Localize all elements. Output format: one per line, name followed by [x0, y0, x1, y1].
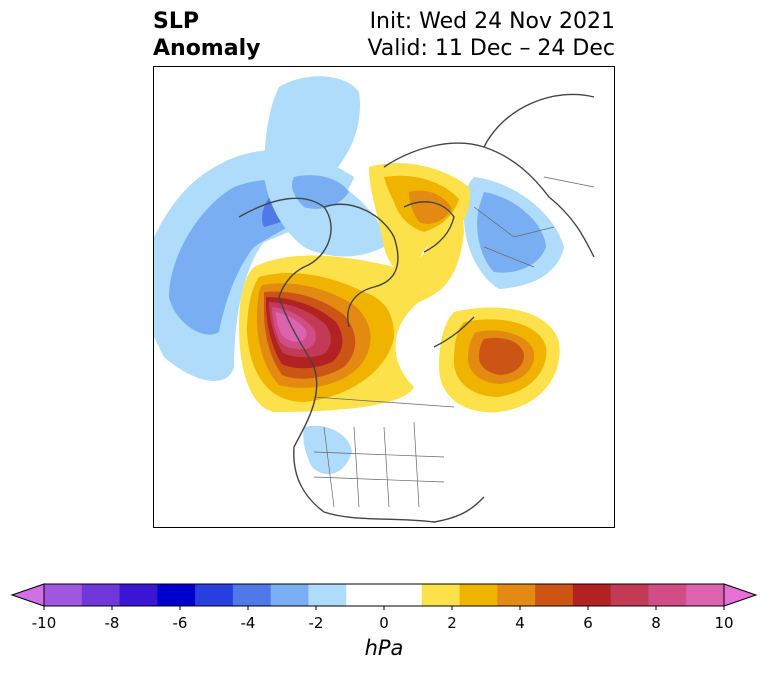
colorbar-segment — [459, 584, 498, 606]
colorbar-segment — [535, 584, 574, 606]
colorbar-segment — [384, 584, 423, 606]
colorbar-segment — [497, 584, 536, 606]
country-borders — [313, 176, 595, 508]
colorbar-segment — [119, 584, 158, 606]
colorbar-tick-label: 8 — [651, 614, 661, 632]
valid-range: Valid: 11 Dec – 24 Dec — [367, 36, 615, 61]
init-date: Init: Wed 24 Nov 2021 — [369, 9, 615, 34]
colorbar-tick-label: 2 — [447, 614, 457, 632]
colorbar-segment — [572, 584, 612, 606]
colorbar — [10, 583, 758, 610]
colorbar-tick-label: -10 — [31, 614, 57, 632]
colorbar-tick-label: -8 — [104, 614, 120, 632]
colorbar-tick-label: -6 — [172, 614, 188, 632]
title-line-1: SLP — [153, 9, 199, 34]
colorbar-segment — [44, 584, 83, 606]
colorbar-segment — [648, 584, 687, 606]
colorbar-tick-label: -2 — [308, 614, 324, 632]
positive-anomaly-atlantic — [439, 307, 560, 413]
colorbar-segment — [308, 584, 347, 606]
unit-label: hPa — [364, 636, 404, 660]
colorbar-segments — [10, 583, 758, 607]
coastlines — [238, 93, 595, 523]
colorbar-segment — [686, 584, 725, 606]
positive-anomaly-north-america — [239, 175, 464, 412]
colorbar-ticks — [43, 606, 725, 610]
colorbar-tick-label: 4 — [515, 614, 525, 632]
colorbar-segment — [270, 584, 309, 606]
title-line-2: Anomaly — [153, 36, 261, 61]
negative-anomaly-us-west — [303, 425, 352, 475]
colorbar-segment — [346, 584, 385, 606]
colorbar-segment — [81, 584, 121, 606]
colorbar-segment — [421, 584, 461, 606]
negative-anomaly-arctic — [264, 76, 385, 257]
colorbar-extend-low — [10, 583, 45, 607]
colorbar-segment — [610, 584, 649, 606]
colorbar-tick-label: 6 — [583, 614, 593, 632]
colorbar-extend-high — [723, 583, 758, 607]
colorbar-tick-label: -4 — [240, 614, 256, 632]
colorbar-segment — [157, 584, 196, 606]
colorbar-tick-label: 10 — [714, 614, 734, 632]
positive-anomaly-scandinavia — [369, 163, 470, 278]
date-info: Init: Wed 24 Nov 2021 Valid: 11 Dec – 24… — [367, 8, 615, 62]
colorbar-segment — [195, 584, 234, 606]
map-canvas — [154, 76, 595, 523]
map-title: SLP Anomaly — [153, 8, 260, 62]
anomaly-map — [153, 66, 615, 528]
colorbar-segment — [232, 584, 272, 606]
colorbar-tick-label: 0 — [379, 614, 389, 632]
negative-anomaly-siberia — [464, 177, 564, 289]
